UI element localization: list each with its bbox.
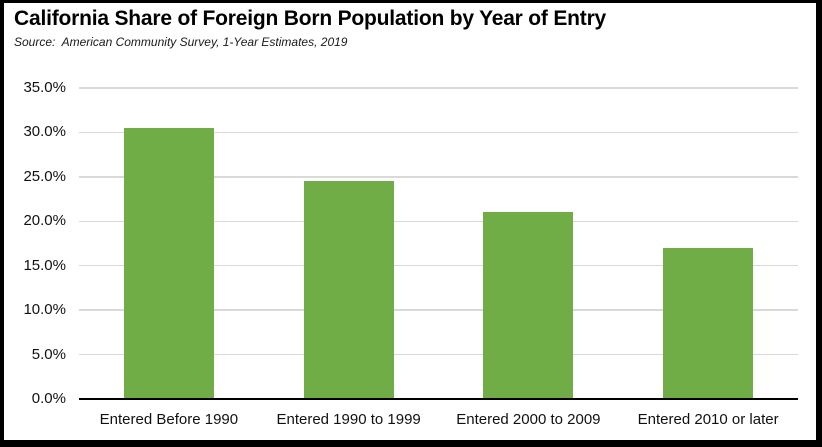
gridline bbox=[79, 131, 798, 134]
gridline bbox=[79, 264, 798, 267]
gridline bbox=[79, 176, 798, 178]
y-axis-tick-label: 15.0% bbox=[23, 256, 66, 274]
x-axis-category-label: Entered 1990 to 1999 bbox=[276, 411, 421, 428]
x-axis-line bbox=[79, 397, 798, 400]
gridline bbox=[79, 220, 798, 223]
gridline bbox=[79, 309, 798, 311]
y-axis-tick-label: 20.0% bbox=[23, 212, 66, 230]
gridline bbox=[79, 87, 798, 89]
y-axis-tick-label: 0.0% bbox=[31, 390, 66, 407]
x-axis-category-label: Entered 2010 or later bbox=[637, 411, 779, 428]
y-axis-tick-label: 30.0% bbox=[23, 123, 66, 141]
y-axis-tick-label: 10.0% bbox=[23, 301, 66, 319]
chart-source-subtitle: Source: American Community Survey, 1-Yea… bbox=[14, 35, 348, 49]
bar-4 bbox=[663, 247, 754, 399]
gridline bbox=[79, 353, 798, 356]
y-axis-tick-label: 5.0% bbox=[31, 345, 66, 363]
plot-area bbox=[79, 87, 798, 400]
bar-1 bbox=[123, 128, 214, 399]
y-axis-tick-label: 25.0% bbox=[23, 167, 66, 185]
x-axis-category-label: Entered 2000 to 2009 bbox=[456, 411, 601, 428]
chart-title: California Share of Foreign Born Populat… bbox=[14, 7, 607, 30]
bar-3 bbox=[483, 212, 574, 399]
x-axis-category-label: Entered Before 1990 bbox=[99, 411, 239, 428]
bar-2 bbox=[303, 181, 394, 399]
y-axis-tick-label: 35.0% bbox=[23, 79, 66, 96]
